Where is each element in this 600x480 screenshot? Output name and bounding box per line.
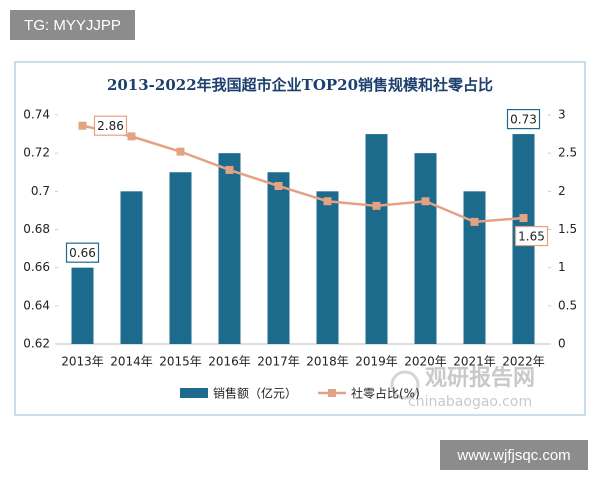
bar <box>120 191 143 344</box>
value-label: 0.66 <box>69 246 96 260</box>
bar <box>71 267 94 344</box>
x-tick-label: 2022年 <box>502 355 545 369</box>
bar <box>316 191 339 344</box>
watermark: 观研报告网 chinabaogao.com <box>390 366 535 410</box>
x-tick-label: 2018年 <box>306 355 349 369</box>
x-tick-label: 2016年 <box>208 355 251 369</box>
line-marker <box>127 132 136 141</box>
line-marker <box>274 181 283 190</box>
y-tick-label: 0.62 <box>23 337 50 351</box>
x-tick-label: 2013年 <box>61 355 104 369</box>
value-label-box <box>506 108 541 130</box>
legend-label: 销售额（亿元） <box>213 386 297 401</box>
x-tick-label: 2017年 <box>257 355 300 369</box>
y2-tick-label: 3 <box>558 108 566 122</box>
value-label-box <box>93 115 128 136</box>
line-marker <box>323 197 332 206</box>
line-marker <box>176 147 185 156</box>
bar <box>365 134 388 344</box>
x-tick-label: 2019年 <box>355 355 398 369</box>
value-label: 0.73 <box>510 113 537 127</box>
chart-title: 2013-2022年我国超市企业TOP20销售规模和社零占比 <box>107 76 493 94</box>
header-tag: TG: MYYJJPP <box>10 10 135 40</box>
line <box>82 124 524 224</box>
x-tick-label: 2014年 <box>110 355 153 369</box>
x-tick-label: 2015年 <box>159 355 202 369</box>
legend-label: 社零占比(%) <box>351 386 420 401</box>
bar <box>169 172 192 344</box>
watermark-logo <box>390 370 420 400</box>
y2-tick-label: 2 <box>558 184 566 198</box>
line-marker <box>470 217 479 226</box>
y2-tick-label: 0.5 <box>558 298 577 312</box>
value-label-box <box>65 242 100 263</box>
bar <box>463 191 486 344</box>
y2-tick-label: 1 <box>558 260 566 274</box>
value-label: 2.86 <box>97 119 124 133</box>
line-marker <box>372 201 381 210</box>
x-tick-label: 2021年 <box>453 355 496 369</box>
y-tick-label: 0.7 <box>31 184 50 198</box>
watermark-name: 观研报告网 <box>425 366 535 391</box>
y2-tick-label: 2.5 <box>558 146 577 160</box>
y2-tick-label: 1.5 <box>558 222 577 236</box>
legend-swatch <box>180 388 208 398</box>
line-marker <box>421 197 430 206</box>
footer-tag: www.wjfjsqc.com <box>440 440 588 470</box>
watermark-url: chinabaogao.com <box>408 394 532 410</box>
x-tick-label: 2020年 <box>404 355 447 369</box>
line-marker <box>519 214 528 223</box>
y-tick-label: 0.64 <box>23 298 50 312</box>
bar <box>218 153 241 344</box>
y-tick-label: 0.66 <box>23 260 50 274</box>
legend-swatch-marker <box>328 389 336 397</box>
y-tick-label: 0.74 <box>23 108 50 122</box>
bar <box>267 172 290 344</box>
value-label-box <box>514 225 549 247</box>
bar <box>414 153 437 344</box>
y-tick-label: 0.72 <box>23 146 50 160</box>
y2-tick-label: 0 <box>558 337 566 351</box>
y-tick-label: 0.68 <box>23 222 50 236</box>
line-marker <box>225 165 234 174</box>
value-label: 1.65 <box>518 230 545 244</box>
line-marker <box>78 121 87 130</box>
